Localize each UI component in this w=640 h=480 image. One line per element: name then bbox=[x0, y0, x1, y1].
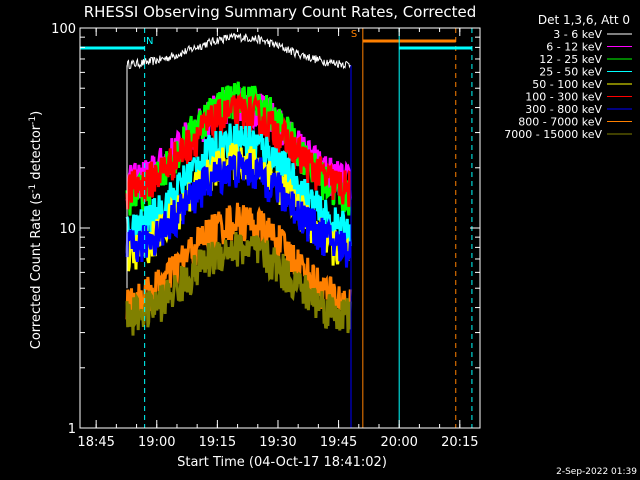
legend-label: 50 - 100 keV bbox=[532, 78, 602, 91]
x-tick-label: 19:00 bbox=[138, 435, 175, 450]
x-axis-label: Start Time (04-Oct-17 18:41:02) bbox=[177, 455, 387, 470]
y-tick-label: 1 bbox=[68, 422, 76, 437]
y-tick-label: 100 bbox=[51, 22, 76, 37]
legend-label: 3 - 6 keV bbox=[553, 28, 602, 41]
x-tick-label: 20:00 bbox=[380, 435, 417, 450]
series-line-300-800-kev bbox=[125, 151, 352, 268]
y-axis-label: Corrected Count Rate (s-1 detector-1) bbox=[28, 111, 44, 349]
legend-label: 6 - 12 keV bbox=[546, 41, 602, 54]
y-tick-label: 10 bbox=[59, 222, 76, 237]
legend-label: 100 - 300 keV bbox=[525, 91, 602, 104]
flag-label-n: N bbox=[146, 36, 153, 47]
chart-title: RHESSI Observing Summary Count Rates, Co… bbox=[84, 3, 477, 21]
footer-timestamp: 2-Sep-2022 01:39 bbox=[556, 467, 637, 477]
axes: 18:45 19:00 19:15 19:30 19:45 20:00 20:15 1 10 10… bbox=[51, 22, 481, 450]
legend-label: 25 - 50 keV bbox=[539, 66, 602, 79]
plot-area: NS bbox=[79, 28, 473, 428]
flag-label-s: S bbox=[351, 29, 357, 40]
legend-title: Det 1,3,6, Att 0 bbox=[538, 13, 630, 27]
x-tick-label: 20:15 bbox=[441, 435, 478, 450]
series-line-7000-15000-kev bbox=[125, 231, 352, 336]
series-line-3-6-kev bbox=[126, 32, 351, 70]
x-tick-label: 19:15 bbox=[199, 435, 236, 450]
x-tick-label: 19:45 bbox=[320, 435, 357, 450]
legend-label: 300 - 800 keV bbox=[525, 103, 602, 116]
legend-label: 800 - 7000 keV bbox=[518, 116, 602, 129]
legend-label: 7000 - 15000 keV bbox=[504, 128, 602, 141]
series-line-100-300-kev bbox=[125, 92, 352, 210]
legend-label: 12 - 25 keV bbox=[539, 53, 602, 66]
series-line-800-7000-kev bbox=[125, 202, 352, 320]
x-tick-label: 18:45 bbox=[77, 435, 114, 450]
x-tick-label: 19:30 bbox=[259, 435, 296, 450]
